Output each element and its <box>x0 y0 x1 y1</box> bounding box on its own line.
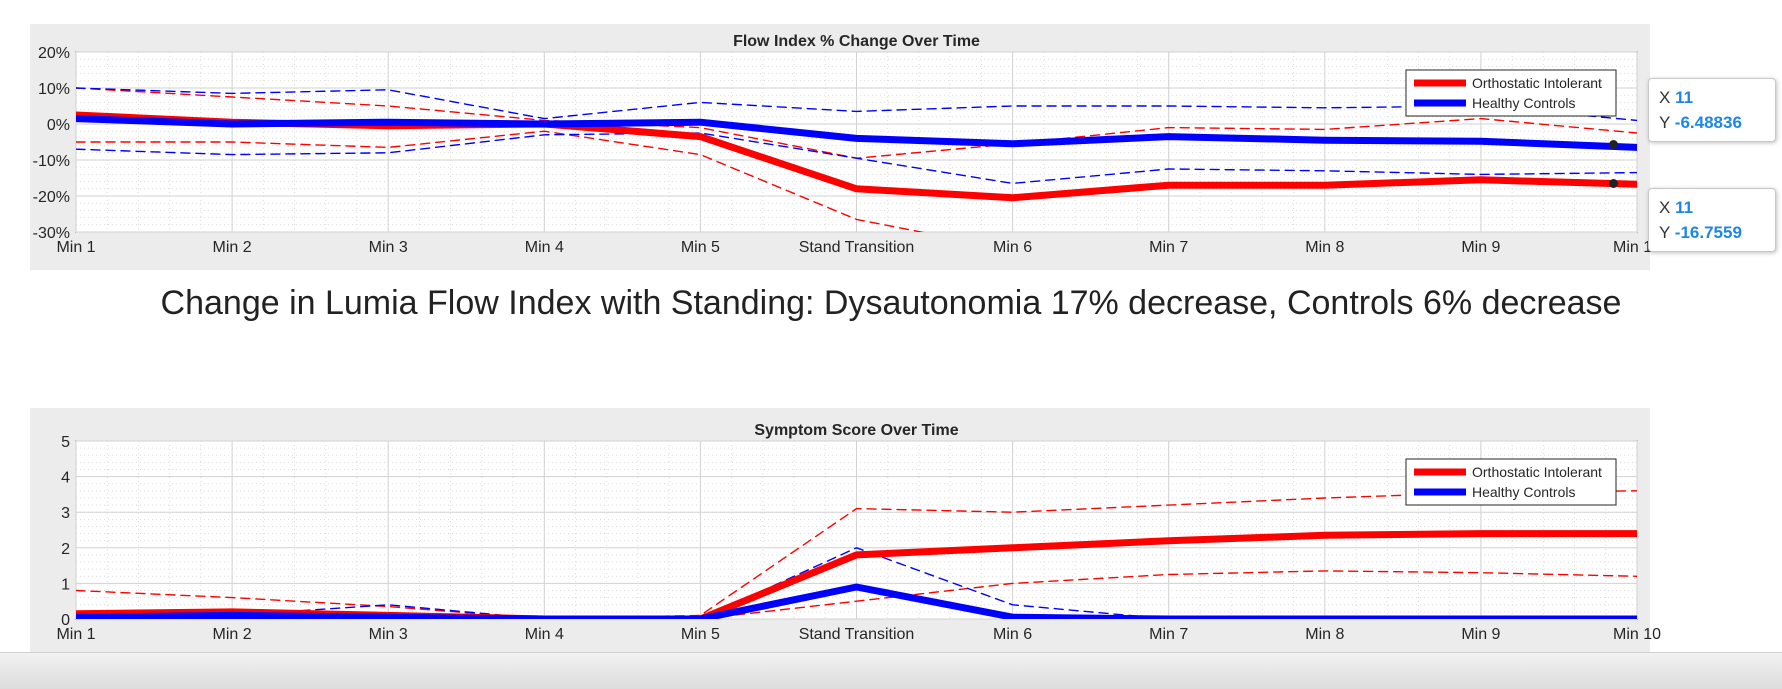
symptom-chart-series-line <box>76 583 1637 619</box>
datatip-marker-controls[interactable] <box>1609 140 1618 149</box>
flow-chart-xtick-label: Min 3 <box>369 239 408 256</box>
flow-chart-xtick-label: Min 1 <box>56 239 95 256</box>
symptom-chart-ytick-label: 2 <box>61 541 70 558</box>
flow-chart-ytick-label: 10% <box>38 81 70 98</box>
flow-chart-legend: Orthostatic Intolerant Healthy Controls <box>1405 69 1617 117</box>
flow-chart-xtick-label: Min 7 <box>1149 239 1188 256</box>
flow-chart-xtick-label: Min 9 <box>1461 239 1500 256</box>
flow-chart-xtick-label: Min 5 <box>681 239 720 256</box>
datatip-intolerant-y: Y -16.7559 <box>1659 223 1742 242</box>
flow-chart-band-line <box>76 132 1637 185</box>
symptom-chart-band-line <box>76 547 1637 619</box>
symptom-chart-ytick-label: 4 <box>61 470 70 487</box>
symptom-chart-xtick-label: Stand Transition <box>799 626 915 643</box>
flow-index-chart: 20% 10% 0% -10% -20% -30%Min 1 Min 2 Min 3 Min 4… <box>30 24 1661 270</box>
symptom-chart-xtick-label: Min 1 <box>56 626 95 643</box>
symptom-chart-legend-label: Orthostatic Intolerant <box>1472 464 1602 480</box>
flow-chart-ytick-label: -10% <box>33 153 70 170</box>
flow-chart-xtick-label: Min 8 <box>1305 239 1344 256</box>
symptom-chart-band-line <box>76 490 1637 619</box>
symptom-chart-xtick-label: Min 2 <box>213 626 252 643</box>
datatip-controls-y: Y -6.48836 <box>1659 113 1742 132</box>
symptom-chart-xtick-label: Min 5 <box>681 626 720 643</box>
symptom-chart-title: Symptom Score Over Time <box>754 422 958 439</box>
datatip-intolerant-x: X 11 <box>1659 198 1694 217</box>
symptom-chart-ytick-label: 1 <box>61 576 70 593</box>
datatip-controls-x: X 11 <box>1659 88 1694 107</box>
symptom-chart-xtick-label: Min 8 <box>1305 626 1344 643</box>
datatip-controls[interactable]: X 11 Y -6.48836 <box>1648 78 1776 142</box>
flow-chart-band-line <box>76 130 925 232</box>
window-bottom-bar <box>0 652 1782 689</box>
flow-chart-xtick-label: Min 4 <box>525 239 564 256</box>
flow-chart-ytick-label: 0% <box>47 117 70 134</box>
symptom-chart-xtick-label: Min 10 <box>1613 626 1661 643</box>
flow-chart-ytick-label: -20% <box>33 189 70 206</box>
symptom-chart-legend-label: Healthy Controls <box>1472 484 1576 500</box>
datatip-marker-intolerant[interactable] <box>1609 179 1618 188</box>
symptom-chart-ytick-label: 0 <box>61 612 70 629</box>
symptom-chart-xtick-label: Min 6 <box>993 626 1032 643</box>
flow-chart-xtick-label: Stand Transition <box>799 239 915 256</box>
flow-chart-xtick-label: Min 2 <box>213 239 252 256</box>
flow-chart-ytick-label: 20% <box>38 45 70 62</box>
flow-chart-major-grid <box>75 51 1638 233</box>
symptom-chart-legend: Orthostatic Intolerant Healthy Controls <box>1405 458 1617 506</box>
flow-chart-legend-label: Orthostatic Intolerant <box>1472 75 1602 91</box>
slide-caption: Change in Lumia Flow Index with Standing… <box>160 284 1622 322</box>
flow-chart-xtick-label: Min 6 <box>993 239 1032 256</box>
symptom-chart-band-line <box>76 570 1637 619</box>
flow-chart-series-line <box>76 115 1637 151</box>
flow-chart-title: Flow Index % Change Over Time <box>733 33 980 50</box>
symptom-chart-ytick-label: 5 <box>61 434 70 451</box>
symptom-chart-xtick-label: Min 7 <box>1149 626 1188 643</box>
flow-chart-ytick-label: -30% <box>33 225 70 242</box>
symptom-chart-xtick-label: Min 4 <box>525 626 564 643</box>
datatip-intolerant[interactable]: X 11 Y -16.7559 <box>1648 188 1776 252</box>
flow-chart-legend-label: Healthy Controls <box>1472 95 1576 111</box>
symptom-chart-xtick-label: Min 9 <box>1461 626 1500 643</box>
flow-chart-band-line <box>76 87 1637 122</box>
symptom-chart-ytick-label: 3 <box>61 505 70 522</box>
symptom-chart-xtick-label: Min 3 <box>369 626 408 643</box>
